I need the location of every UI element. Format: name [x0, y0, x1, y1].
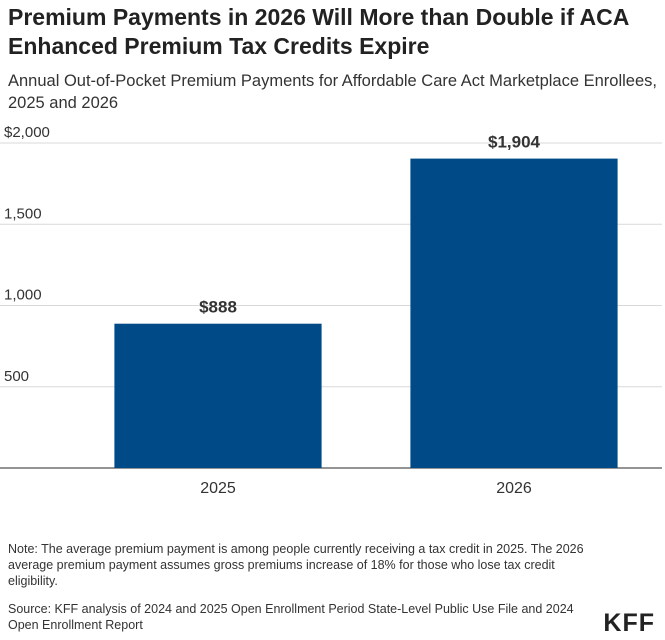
- bar-2026: [410, 158, 618, 468]
- chart-subtitle: Annual Out-of-Pocket Premium Payments fo…: [8, 72, 657, 112]
- x-tick-label: 2026: [496, 480, 532, 497]
- bar-2025: [114, 323, 322, 468]
- y-tick-label: 1,000: [4, 287, 42, 304]
- labels: 500 1,000 1,500 $2,000 $888 2025 $1,904 2026: [4, 125, 541, 497]
- data-label: $888: [199, 298, 237, 317]
- x-tick-label: 2025: [200, 480, 236, 497]
- y-tick-label: 1,500: [4, 205, 42, 222]
- chart-title: Premium Payments in 2026 Will More than …: [8, 4, 629, 59]
- bar-chart: 500 1,000 1,500 $2,000 $888 2025 $1,904 2026: [0, 125, 662, 497]
- bars: [114, 158, 618, 468]
- chart-source: Source: KFF analysis of 2024 and 2025 Op…: [8, 602, 574, 632]
- data-label: $1,904: [488, 133, 541, 152]
- kff-logo: KFF: [603, 609, 655, 637]
- chart-note: Note: The average premium payment is amo…: [8, 542, 584, 588]
- y-tick-label: $2,000: [4, 125, 50, 141]
- y-tick-label: 500: [4, 368, 29, 385]
